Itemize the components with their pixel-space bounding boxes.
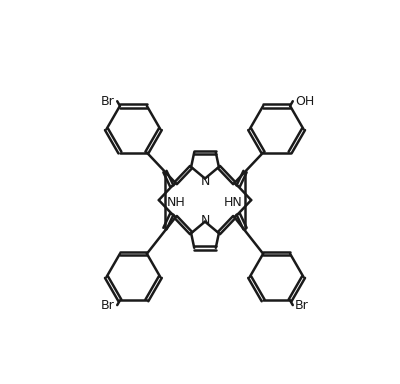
Text: Br: Br [101,299,115,311]
Text: N: N [200,214,210,227]
Text: HN: HN [224,196,243,209]
Text: NH: NH [167,196,186,209]
Text: OH: OH [295,95,314,108]
Text: Br: Br [295,299,309,311]
Text: Br: Br [101,95,115,108]
Text: N: N [200,175,210,188]
